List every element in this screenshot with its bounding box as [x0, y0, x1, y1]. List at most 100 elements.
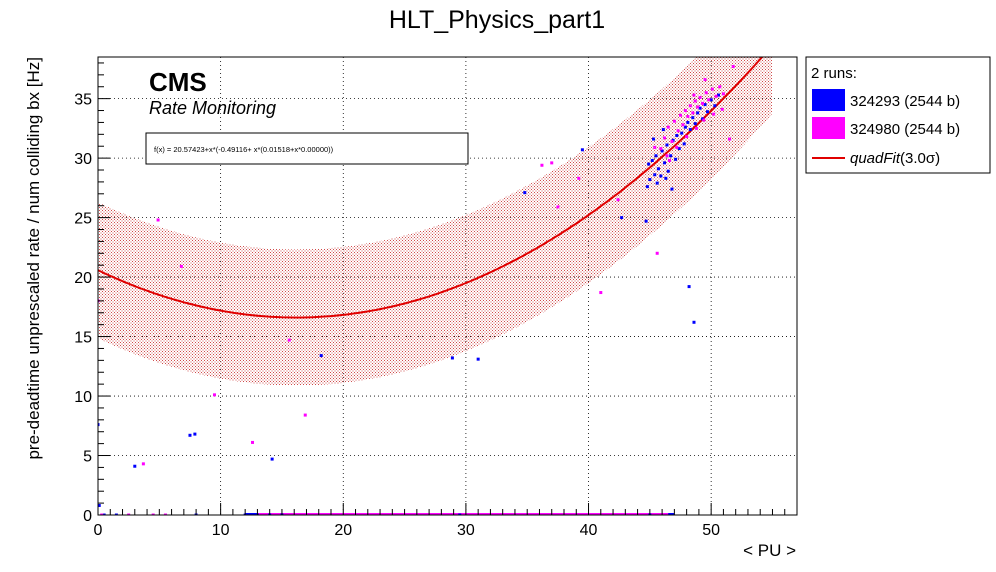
data-point	[188, 433, 192, 437]
data-point	[707, 98, 711, 102]
data-point	[675, 145, 679, 149]
x-tick-label: 40	[580, 522, 598, 539]
data-point	[655, 181, 659, 185]
data-point	[656, 167, 660, 171]
data-point	[648, 178, 652, 182]
data-point	[672, 119, 676, 123]
data-point	[681, 123, 685, 127]
data-point	[450, 356, 454, 360]
data-point	[458, 513, 462, 515]
y-tick-label: 5	[83, 449, 92, 466]
data-point	[650, 158, 654, 162]
data-point	[580, 148, 584, 152]
data-point	[717, 93, 721, 97]
data-point	[270, 457, 274, 461]
chart-title: HLT_Physics_part1	[389, 6, 605, 34]
data-point	[644, 219, 648, 223]
data-point	[647, 162, 651, 166]
data-point	[704, 91, 708, 95]
data-point	[703, 103, 707, 107]
data-point	[163, 513, 167, 515]
x-axis-label: < PU >	[743, 541, 796, 560]
x-tick-label: 50	[702, 522, 720, 539]
data-point	[653, 173, 657, 177]
legend-swatch-324293	[812, 89, 845, 111]
cms-brand: CMS	[149, 67, 207, 97]
data-point	[599, 291, 603, 295]
legend-frame	[805, 56, 991, 174]
data-point	[720, 107, 724, 111]
legend-label-quadfit: quadFit(3.0σ)	[850, 150, 940, 167]
data-point	[698, 95, 702, 99]
data-point	[616, 198, 620, 202]
zero-run	[257, 513, 669, 515]
plot-border	[97, 56, 798, 516]
data-point	[693, 99, 697, 103]
data-point	[98, 503, 101, 507]
data-point	[577, 176, 581, 180]
data-point	[688, 104, 692, 108]
fit-line	[98, 57, 764, 319]
data-point	[659, 174, 663, 178]
data-point	[523, 191, 527, 195]
data-point	[652, 137, 656, 141]
data-point	[133, 464, 137, 468]
data-point	[696, 111, 700, 115]
data-point	[674, 157, 678, 161]
data-point	[670, 187, 674, 191]
data-point	[685, 135, 689, 139]
data-point	[675, 134, 679, 138]
y-axis-label: pre-deadtime unprescaled rate / num coll…	[24, 57, 43, 460]
data-point	[677, 147, 681, 151]
formula-text: f(x) = 20.57423+x*(-0.49116+ x*(0.01518+…	[154, 145, 334, 154]
legend-label-324980: 324980 (2544 b)	[850, 121, 960, 138]
data-point	[664, 176, 668, 180]
formula-box: f(x) = 20.57423+x*(-0.49116+ x*(0.01518+…	[145, 132, 469, 165]
data-point	[688, 128, 692, 132]
data-point	[703, 78, 707, 82]
data-point	[127, 513, 131, 515]
data-point	[693, 122, 697, 126]
data-point	[709, 98, 713, 102]
data-point	[696, 105, 700, 109]
data-point	[654, 154, 658, 158]
data-point	[550, 161, 554, 165]
data-point	[692, 93, 696, 97]
legend: 2 runs: 324293 (2544 b) 324980 (2544 b) …	[805, 56, 991, 174]
data-point	[100, 513, 104, 515]
data-point	[540, 163, 544, 167]
data-point	[476, 357, 480, 361]
y-tick-label: 25	[74, 211, 92, 228]
data-point	[303, 413, 307, 417]
data-point	[663, 161, 667, 165]
data-point	[102, 513, 106, 515]
data-point	[620, 216, 624, 220]
data-point	[692, 320, 696, 324]
data-point	[556, 205, 560, 209]
data-point	[698, 106, 702, 110]
data-point	[683, 125, 687, 129]
y-tick-label: 20	[74, 270, 92, 287]
data-point	[691, 111, 695, 115]
data-point	[319, 354, 323, 358]
legend-label-324293: 324293 (2544 b)	[850, 93, 960, 110]
data-point	[179, 264, 183, 268]
data-point	[251, 440, 255, 444]
data-point	[728, 137, 732, 141]
data-point	[683, 109, 687, 113]
y-axis: 0 5 10 15 20 25 30 35	[74, 62, 110, 525]
data-point	[686, 114, 690, 118]
data-point	[731, 65, 735, 69]
data-point	[666, 125, 670, 129]
x-tick-label: 0	[94, 522, 103, 539]
data-point	[114, 513, 118, 515]
data-point	[679, 113, 682, 117]
y-tick-label: 30	[74, 151, 92, 168]
x-tick-label: 20	[334, 522, 352, 539]
data-point	[710, 87, 714, 91]
x-tick-label: 10	[212, 522, 230, 539]
legend-label-quadfit-name: quadFit	[850, 150, 901, 167]
fit-band	[98, 57, 773, 386]
data-point	[141, 462, 145, 466]
data-point	[691, 116, 695, 120]
